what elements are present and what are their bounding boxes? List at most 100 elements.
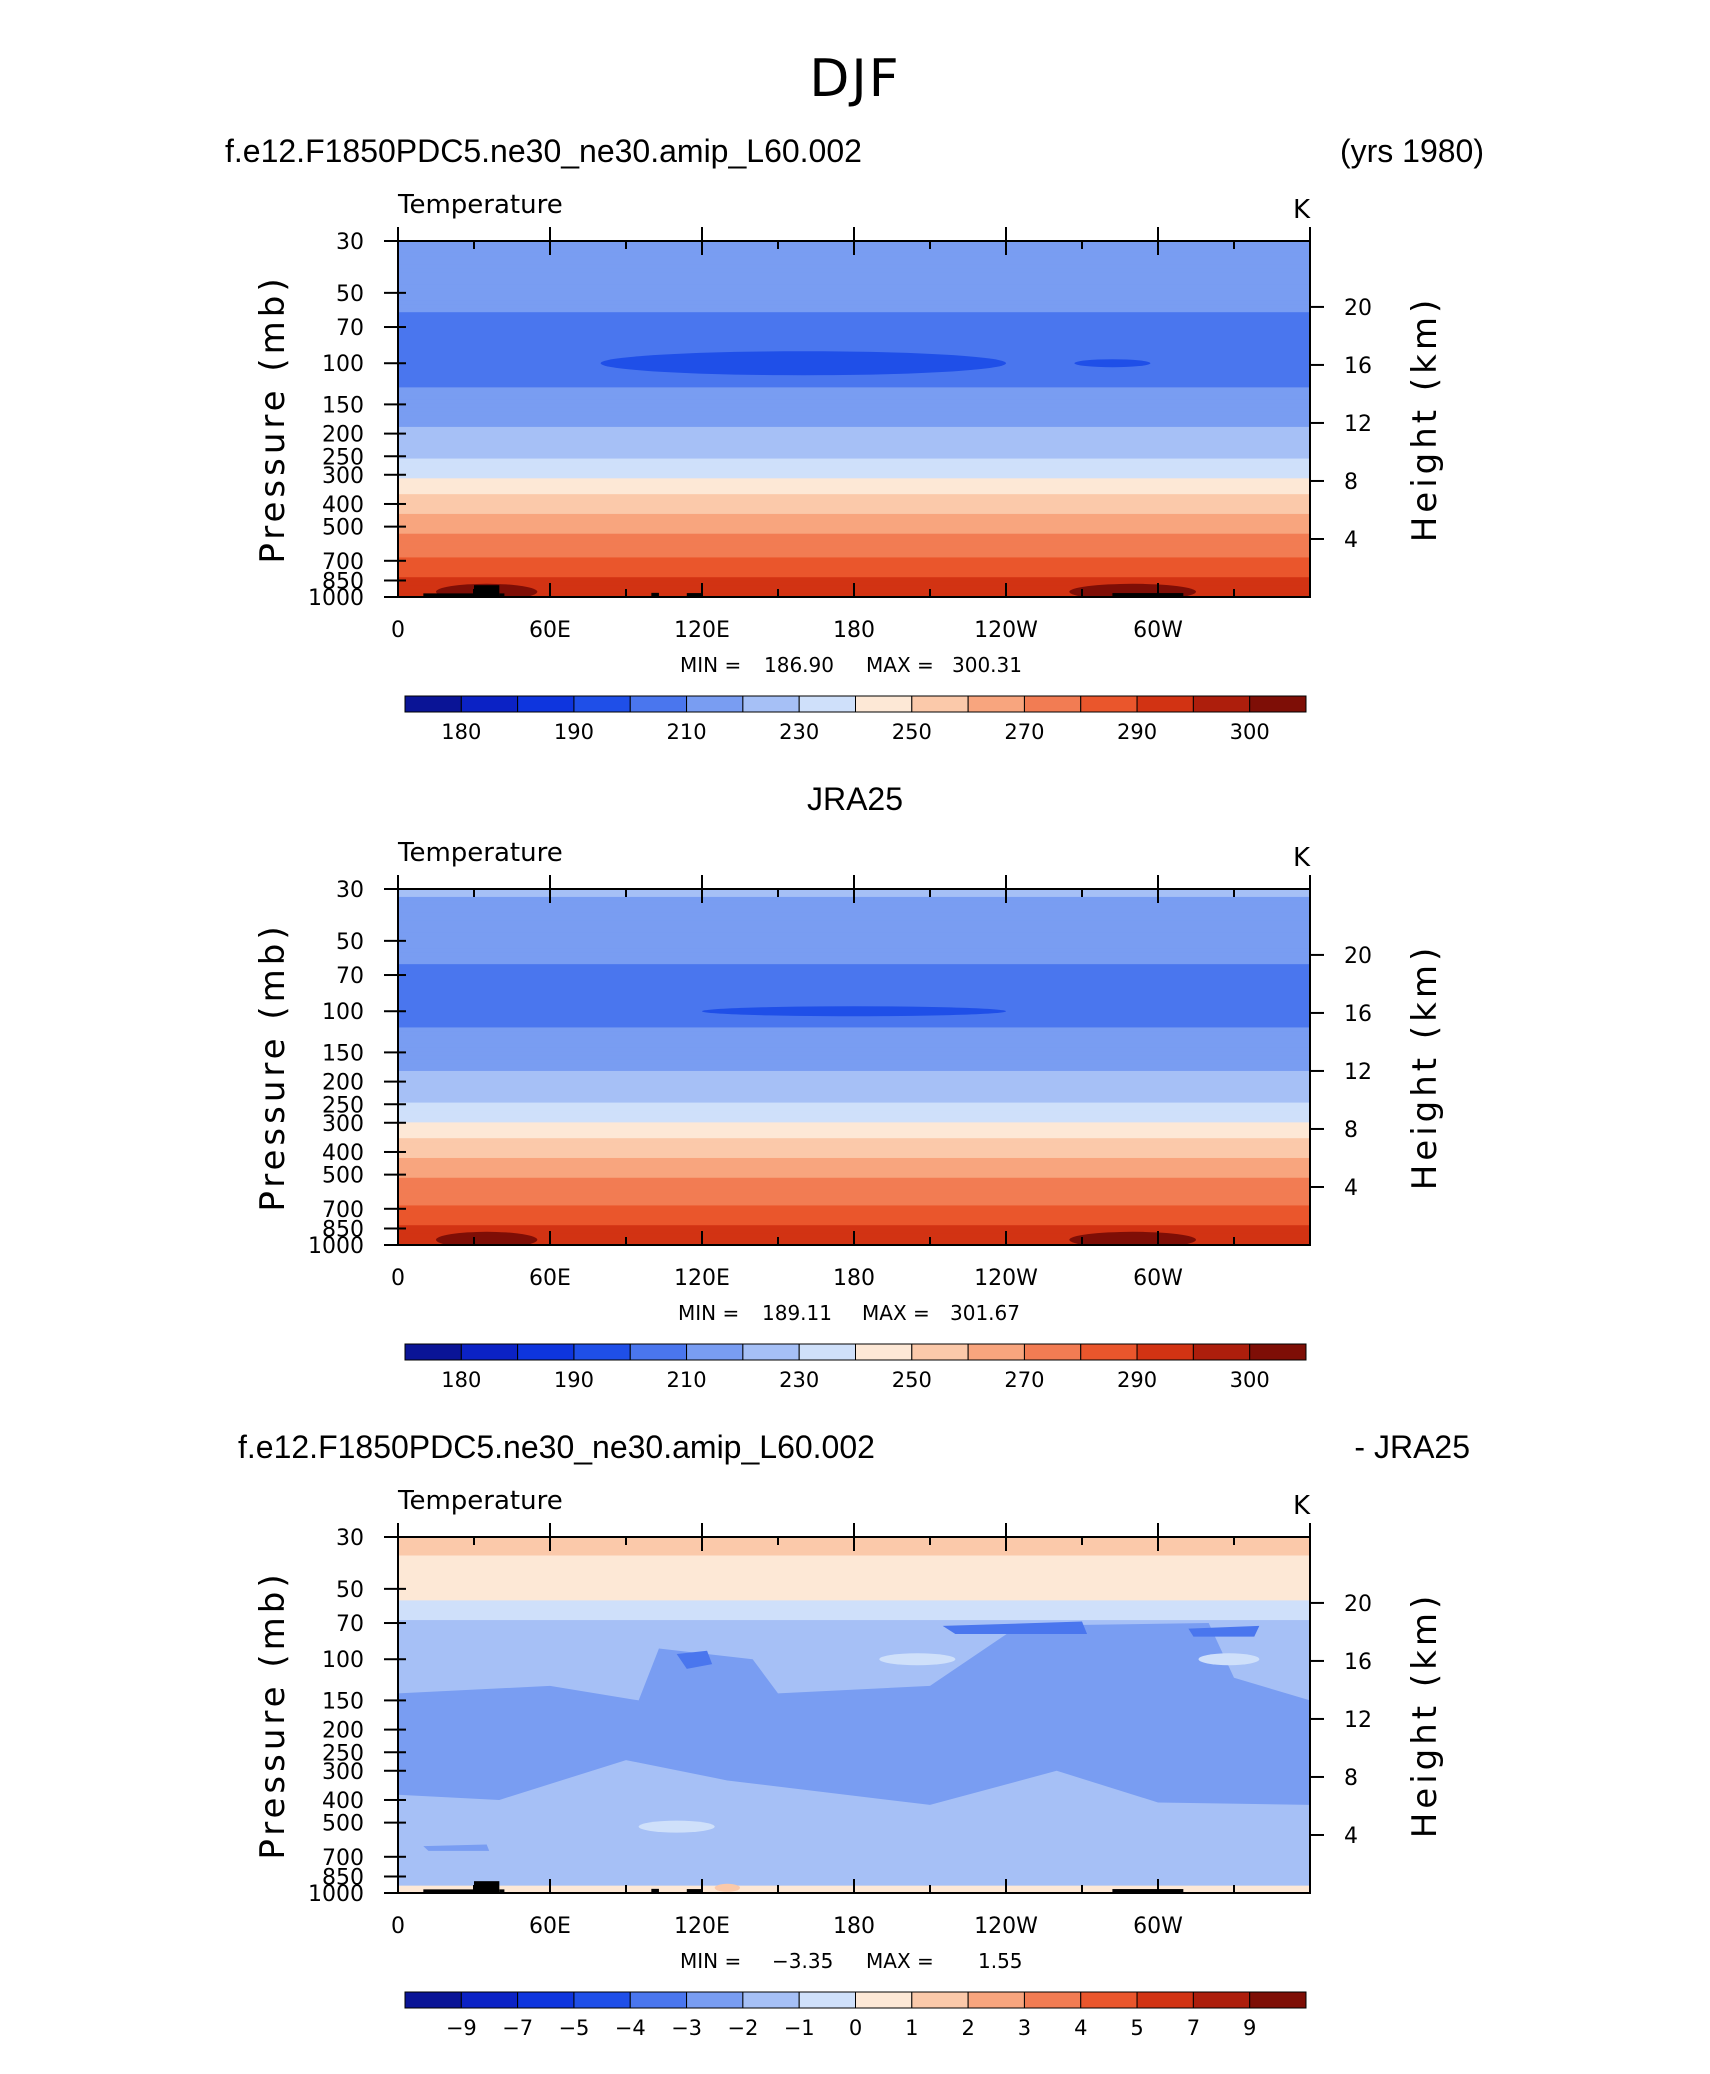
y-tick-label: 400 <box>322 1141 364 1166</box>
contour-band <box>398 928 1310 934</box>
contour-band <box>398 403 1310 408</box>
contour-band <box>398 549 1310 555</box>
contour-band <box>398 498 1310 503</box>
contour-band <box>398 407 1310 412</box>
contour-band <box>398 968 1310 973</box>
panel-model: f.e12.F1850PDC5.ne30_ne30.amip_L60.002 (… <box>225 133 1484 744</box>
contour-band <box>398 1027 1310 1032</box>
y-tick-label: 500 <box>322 1164 364 1189</box>
min-label: MIN = <box>680 1949 741 1973</box>
y-tick-label: 250 <box>322 1093 364 1118</box>
contour-band <box>398 1185 1310 1191</box>
contour-band <box>398 502 1310 507</box>
colorbar-swatch <box>1080 695 1138 713</box>
contour-band <box>398 1134 1310 1139</box>
colorbar-label: 180 <box>441 1368 481 1392</box>
contour-band <box>398 979 1310 985</box>
contour-band <box>398 379 1310 384</box>
min-value: −3.35 <box>772 1949 833 1973</box>
colorbar-label: 3 <box>1018 2016 1031 2040</box>
topography-mask <box>499 1889 505 1893</box>
contour-band <box>398 268 1310 274</box>
topography-mask <box>1112 1889 1184 1893</box>
contour-band <box>398 312 1310 317</box>
topography-mask <box>686 593 702 597</box>
x-tick-label: 60W <box>1133 1914 1183 1939</box>
colorbar-swatch <box>798 1991 856 2009</box>
difference-patch <box>638 1820 715 1833</box>
units-label: K <box>1293 195 1311 225</box>
contour-band <box>398 1078 1310 1084</box>
contour-band <box>398 383 1310 388</box>
contour-band <box>398 1154 1310 1159</box>
contour-band <box>398 1217 1310 1222</box>
colorbar-swatch <box>629 1343 688 1361</box>
contour-band <box>398 438 1310 444</box>
colorbar-label: 270 <box>1004 720 1044 744</box>
colorbar-swatch <box>798 695 856 713</box>
contour-band <box>398 948 1310 953</box>
y-tick-label: 250 <box>322 445 364 470</box>
colorbar-swatch <box>911 1991 969 2009</box>
contour-band <box>398 537 1310 543</box>
y-tick-label: 400 <box>322 1789 364 1814</box>
contour-band <box>398 1070 1310 1076</box>
y-tick-label: 30 <box>336 230 364 255</box>
contour-band <box>398 1209 1310 1214</box>
y2-tick-label: 8 <box>1344 1766 1358 1791</box>
y-tick-label: 250 <box>322 1741 364 1766</box>
colorbar-swatch <box>404 1991 462 2009</box>
contour-band <box>398 1189 1310 1195</box>
contour-band <box>398 458 1310 464</box>
contour-band <box>398 430 1310 436</box>
colorbar-swatch <box>1136 1991 1194 2009</box>
y-tick-label: 100 <box>322 352 364 377</box>
contour-band <box>398 972 1310 977</box>
colorbar-label: 9 <box>1243 2016 1256 2040</box>
contour-band <box>398 1043 1310 1048</box>
colorbar-label: 300 <box>1230 1368 1270 1392</box>
difference-patch <box>1198 1653 1260 1666</box>
contour-band <box>398 506 1310 511</box>
max-label: MAX = <box>862 1301 930 1325</box>
x-tick-label: 120W <box>974 1266 1038 1291</box>
y2-tick-label: 12 <box>1344 412 1372 437</box>
colorbar-swatch <box>742 1343 800 1361</box>
contour-band <box>398 956 1310 961</box>
x-tick-label: 0 <box>391 1914 405 1939</box>
y-tick-label: 100 <box>322 1000 364 1025</box>
y-tick-label: 200 <box>322 1071 364 1096</box>
colorbar-swatch <box>1249 1991 1307 2009</box>
contour-band <box>398 1051 1310 1056</box>
y-tick-label: 850 <box>322 1218 364 1243</box>
contour-band <box>398 252 1310 258</box>
x-tick-label: 120W <box>974 618 1038 643</box>
colorbar-label: 5 <box>1130 2016 1143 2040</box>
x-tick-label: 120E <box>674 1266 730 1291</box>
colorbar-swatch <box>460 1991 519 2009</box>
max-value: 301.67 <box>950 1301 1020 1325</box>
contour-band <box>398 573 1310 578</box>
contour-band <box>398 308 1310 313</box>
colorbar-swatch <box>460 1343 519 1361</box>
y-tick-label: 150 <box>322 1041 364 1066</box>
contour-band <box>398 1841 1310 1887</box>
y-tick-label: 100 <box>322 1648 364 1673</box>
contour-band <box>398 284 1310 290</box>
topography-mask <box>686 1889 702 1893</box>
panel-subtitle: Temperature <box>397 1486 563 1516</box>
colorbar-swatch <box>573 1343 631 1361</box>
contour-band <box>398 976 1310 981</box>
y2-axis-title: Height (km) <box>1405 296 1445 543</box>
main-title: DJF <box>809 49 900 109</box>
y-tick-label: 50 <box>336 1578 364 1603</box>
contour-band <box>398 1205 1310 1210</box>
contour-band <box>398 434 1310 440</box>
colorbar-label: 190 <box>554 720 594 744</box>
colorbar-swatch <box>855 695 913 713</box>
contour-band <box>398 331 1310 337</box>
colorbar-swatch <box>629 695 688 713</box>
min-label: MIN = <box>678 1301 739 1325</box>
contour-band <box>398 256 1310 262</box>
